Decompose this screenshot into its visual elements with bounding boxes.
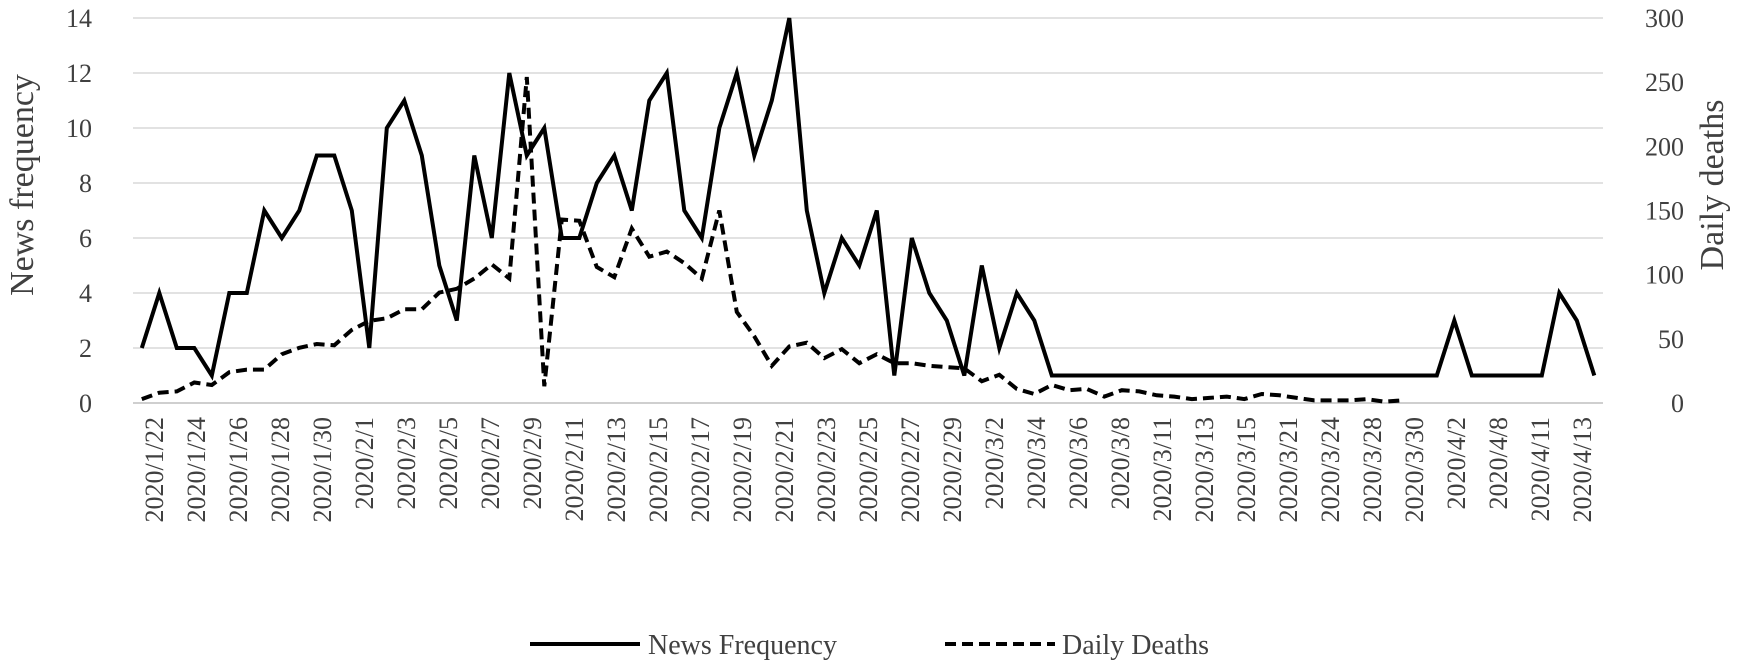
x-tick-label: 2020/3/28 [1358,417,1387,522]
x-tick-label: 2020/2/25 [854,417,883,522]
right-tick-label: 0 [1671,389,1684,418]
x-tick-label: 2020/3/11 [1148,417,1177,521]
legend-label-news-frequency: News Frequency [648,630,837,661]
x-tick-label: 2020/1/28 [266,417,295,522]
x-tick-label: 2020/4/11 [1526,417,1555,521]
left-tick-label: 6 [79,224,92,253]
x-tick-label: 2020/2/15 [644,417,673,522]
x-tick-label: 2020/2/19 [728,417,757,522]
right-y-axis-title: Daily deaths [1694,100,1731,271]
x-tick-label: 2020/2/17 [686,417,715,522]
x-tick-label: 2020/2/11 [560,417,589,521]
x-tick-label: 2020/3/4 [1022,417,1051,509]
x-tick-label: 2020/2/27 [896,417,925,522]
left-tick-label: 14 [66,4,92,33]
x-tick-label: 2020/1/24 [182,417,211,522]
left-tick-label: 12 [66,59,92,88]
legend-label-daily-deaths: Daily Deaths [1062,630,1209,661]
left-tick-label: 4 [79,279,92,308]
x-tick-label: 2020/3/13 [1190,417,1219,522]
x-tick-label: 2020/3/2 [980,417,1009,509]
x-tick-label: 2020/2/5 [434,417,463,509]
x-tick-label: 2020/4/13 [1568,417,1597,522]
series-lines [139,17,1597,404]
right-tick-label: 250 [1645,68,1684,97]
x-tick-label: 2020/2/29 [938,417,967,522]
series-line-daily-deaths [141,76,1402,404]
x-tick-label: 2020/2/13 [602,417,631,522]
left-tick-label: 0 [79,389,92,418]
x-tick-label: 2020/2/3 [392,417,421,509]
x-tick-label: 2020/3/15 [1232,417,1261,522]
right-tick-label: 150 [1645,197,1684,226]
left-y-axis-ticks: 0 2 4 6 8 10 12 14 [66,4,92,418]
x-tick-label: 2020/1/22 [140,417,169,522]
x-tick-label: 2020/1/26 [224,417,253,522]
x-tick-label: 2020/4/2 [1442,417,1471,509]
x-tick-label: 2020/1/30 [308,417,337,522]
x-tick-label: 2020/2/21 [770,417,799,522]
right-tick-label: 300 [1645,4,1684,33]
x-axis-ticks: 2020/1/22 2020/1/24 2020/1/26 2020/1/28 2020… [140,417,1597,522]
x-tick-label: 2020/2/7 [476,417,505,509]
right-y-axis-ticks: 0 50 100 150 200 250 300 [1645,4,1684,418]
legend: News Frequency Daily Deaths [530,630,1209,661]
right-tick-label: 50 [1658,325,1684,354]
x-tick-label: 2020/2/23 [812,417,841,522]
x-tick-label: 2020/3/30 [1400,417,1429,522]
x-tick-label: 2020/3/21 [1274,417,1303,522]
left-y-axis-title: News frequency [4,74,41,296]
right-tick-label: 200 [1645,132,1684,161]
left-tick-label: 10 [66,114,92,143]
x-tick-label: 2020/2/9 [518,417,547,509]
left-tick-label: 2 [79,334,92,363]
x-tick-label: 2020/3/8 [1106,417,1135,509]
left-tick-label: 8 [79,169,92,198]
series-line-news-frequency [139,17,1597,381]
right-tick-label: 100 [1645,261,1684,290]
x-tick-label: 2020/4/8 [1484,417,1513,509]
x-tick-label: 2020/2/1 [350,417,379,509]
x-tick-label: 2020/3/6 [1064,417,1093,509]
x-tick-label: 2020/3/24 [1316,417,1345,522]
